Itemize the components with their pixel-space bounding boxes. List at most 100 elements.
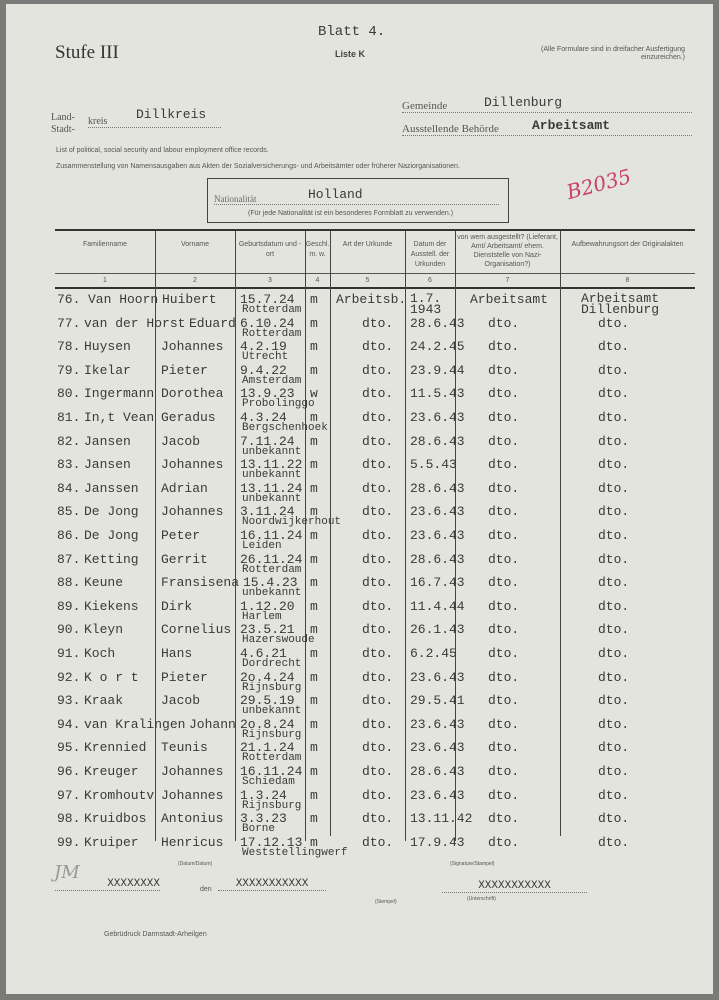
- birth-date: 9.4.22: [240, 362, 287, 378]
- issued-by: dto.: [488, 811, 520, 827]
- storage-location: dto.: [598, 834, 630, 850]
- gemeinde-value: Dillenburg: [484, 95, 563, 110]
- date-caption: (Datum/Datum): [178, 861, 213, 867]
- table-row: 89. Kiekens Dirk 1.12.20 m dto. 11.4.44 dto. dto…: [55, 600, 695, 623]
- issue-date: 23.6.43: [410, 504, 465, 520]
- birth-place: Rijnsburg: [242, 799, 302, 812]
- birth-place: Amsterdam: [242, 374, 302, 387]
- birth-date: 13.11.24: [240, 480, 303, 496]
- column-header: Familienname: [83, 241, 127, 248]
- birth-date: 3.3.23: [240, 811, 287, 827]
- row-number: 76.: [57, 292, 81, 307]
- family-name: Kraak: [84, 693, 124, 709]
- signature-value: XXXXXXXXXXX: [442, 880, 587, 893]
- place-value: XXXXXXXX: [55, 878, 160, 891]
- birth-place: Harlem: [242, 610, 282, 623]
- storage-location: dto.: [598, 646, 630, 661]
- sex: m: [310, 764, 318, 779]
- first-name: Johannes: [161, 339, 224, 355]
- birth-place: Leiden: [242, 540, 282, 552]
- stamp-caption: (Stempel): [375, 899, 397, 905]
- table-row: 77. van der Horst Eduard 6.10.24 m dto. 28.6.4…: [55, 317, 695, 340]
- row-number: 89.: [57, 598, 81, 614]
- stage-title: Stufe III: [55, 42, 119, 63]
- sex: m: [310, 339, 318, 355]
- document-type: dto.: [362, 716, 394, 732]
- first-name: Antonius: [161, 811, 224, 827]
- document-type: dto.: [362, 551, 394, 567]
- sex: m: [310, 528, 318, 543]
- issued-by: dto.: [488, 480, 520, 496]
- first-name: Teunis: [161, 740, 208, 756]
- birth-date: 4.3.24: [240, 410, 287, 425]
- column-divider: [405, 231, 406, 841]
- issued-by: dto.: [488, 787, 520, 803]
- family-name: Huysen: [84, 339, 131, 355]
- storage-location: dto.: [598, 315, 630, 331]
- issue-date: 28.6.43: [410, 764, 465, 779]
- birth-date: 13.11.22: [240, 457, 303, 473]
- issue-date: 23.6.43: [410, 410, 465, 425]
- issue-date: 13.11.42: [410, 811, 473, 827]
- storage-location: dto.: [598, 693, 630, 709]
- row-number: 86.: [57, 528, 81, 543]
- document-type: Arbeitsb.: [336, 292, 407, 307]
- storage-location: dto.: [598, 716, 630, 732]
- sex: m: [310, 622, 318, 638]
- document-type: dto.: [362, 693, 394, 709]
- document-type: dto.: [362, 811, 394, 827]
- birth-date: 17.12.13: [240, 834, 303, 850]
- sex: m: [310, 646, 318, 661]
- issue-date: 11.5.43: [410, 386, 465, 402]
- column-number: 8: [625, 277, 630, 284]
- issued-by: Arbeitsamt: [470, 292, 549, 307]
- birth-place: Hazerswoude: [242, 634, 315, 647]
- column-number: 4: [315, 277, 320, 284]
- first-name: Gerrit: [161, 551, 208, 567]
- table-row: 87. Ketting Gerrit 26.11.24 m dto. 28.6.43 dto.…: [55, 553, 695, 576]
- document-type: dto.: [362, 764, 394, 779]
- issue-date: 1.7. 1943: [410, 291, 442, 317]
- issue-date: 23.9.44: [410, 362, 465, 378]
- table-row: 86. De Jong Peter 16.11.24 m dto. 23.6.43 dto. d…: [55, 529, 695, 552]
- document-type: dto.: [362, 669, 394, 685]
- row-number: 98.: [57, 811, 81, 827]
- storage-location: dto.: [598, 504, 630, 520]
- document-type: dto.: [362, 528, 394, 543]
- issued-by: dto.: [488, 433, 520, 449]
- column-number: 7: [505, 277, 510, 284]
- document-type: dto.: [362, 315, 394, 331]
- table-row: 79. Ikelar Pieter 9.4.22 m dto. 23.9.44 dto. dto…: [55, 364, 695, 387]
- issue-date: 11.4.44: [410, 598, 465, 614]
- first-name: Johannes: [161, 764, 224, 779]
- issued-by: dto.: [488, 716, 520, 732]
- behoerde-value: Arbeitsamt: [532, 118, 611, 133]
- table-row: 81. In,t Vean Geradus 4.3.24 m dto. 23.6.43 dto…: [55, 411, 695, 434]
- issue-date: 28.6.43: [410, 433, 465, 449]
- storage-location: dto.: [598, 433, 630, 449]
- column-divider: [235, 231, 236, 841]
- table-row: 88. Keune Fransisena 15.4.23 m dto. 16.7.43 dto…: [55, 576, 695, 599]
- birth-place: unbekannt: [242, 587, 302, 600]
- storage-location: dto.: [598, 480, 630, 496]
- gemeinde-label: Gemeinde: [402, 100, 448, 112]
- issued-by: dto.: [488, 740, 520, 756]
- row-number: 77.: [57, 315, 81, 331]
- issued-by: dto.: [488, 551, 520, 567]
- description-de: Zusammenstellung von Namensausgaben aus …: [56, 163, 460, 170]
- storage-location: dto.: [598, 669, 630, 685]
- document-page: [6, 4, 713, 994]
- issued-by: dto.: [488, 575, 520, 591]
- birth-date: 29.5.19: [240, 693, 295, 709]
- birth-place: Noordwijkerhout: [242, 516, 342, 529]
- issue-date: 28.6.43: [410, 315, 465, 331]
- sex: m: [310, 716, 318, 732]
- table-row: 98. Kruidbos Antonius 3.3.23 m dto. 13.11.42 dt…: [55, 812, 695, 835]
- description-en: List of political, social security and l…: [56, 147, 269, 154]
- date-value: XXXXXXXXXXX: [218, 878, 326, 891]
- table-row: 93. Kraak Jacob 29.5.19 m dto. 29.5.41 dto. dto.…: [55, 694, 695, 717]
- birth-date: 15.7.24: [240, 292, 295, 307]
- document-type: dto.: [362, 646, 394, 661]
- table-row: 76. Van Hoorn Huibert 15.7.24 m Arbeitsb. 1.7.…: [55, 291, 695, 317]
- issued-by: dto.: [488, 528, 520, 543]
